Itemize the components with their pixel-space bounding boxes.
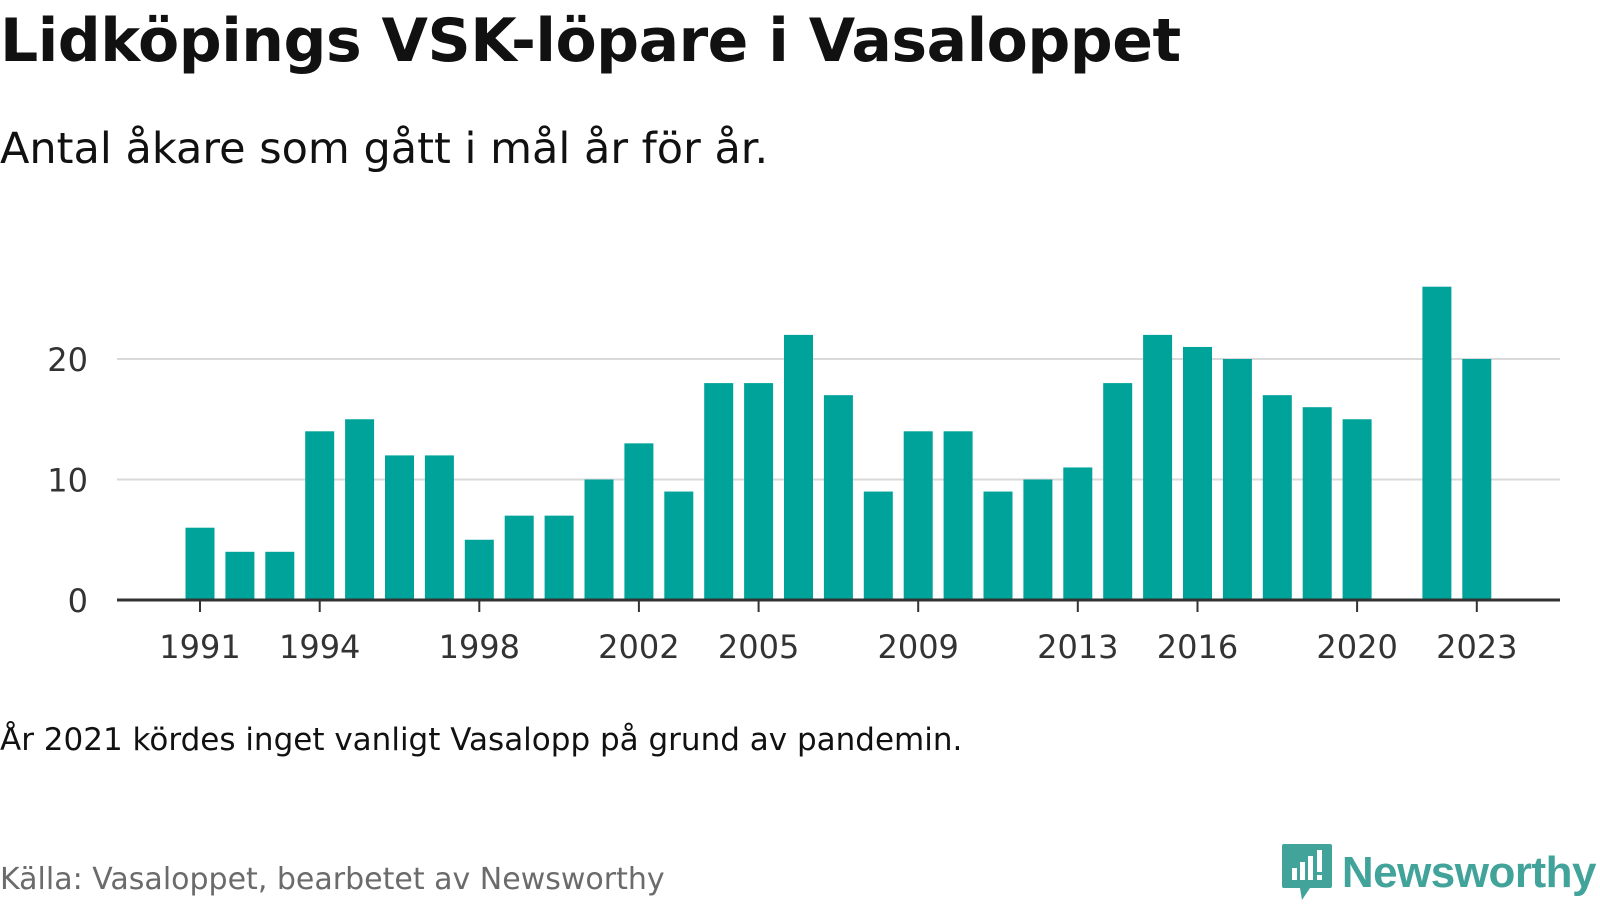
bar bbox=[544, 515, 574, 600]
source-credit: Källa: Vasaloppet, bearbetet av Newswort… bbox=[0, 862, 665, 897]
chart-subtitle: Antal åkare som gått i mål år för år. bbox=[0, 124, 769, 174]
x-tick-label: 2016 bbox=[1157, 628, 1238, 666]
bar bbox=[265, 551, 295, 600]
bar bbox=[903, 431, 933, 600]
bar bbox=[1222, 359, 1252, 600]
x-tick-label: 1994 bbox=[279, 628, 360, 666]
bar bbox=[225, 551, 255, 600]
bar bbox=[1023, 479, 1053, 600]
x-tick-label: 2009 bbox=[877, 628, 958, 666]
bar bbox=[185, 527, 215, 600]
bar bbox=[1462, 359, 1492, 600]
bar bbox=[863, 491, 893, 600]
bar bbox=[464, 539, 494, 600]
bar bbox=[744, 383, 774, 600]
chart-title: Lidköpings VSK-löpare i Vasaloppet bbox=[0, 6, 1181, 76]
bar bbox=[1183, 346, 1212, 600]
bar bbox=[823, 395, 853, 600]
bar bbox=[1422, 286, 1452, 600]
bar bbox=[943, 431, 973, 600]
bar bbox=[784, 334, 813, 600]
bar bbox=[664, 491, 694, 600]
x-tick-label: 2013 bbox=[1037, 628, 1118, 666]
bar bbox=[504, 515, 534, 600]
newsworthy-logo: Newsworthy bbox=[1280, 842, 1597, 904]
bar bbox=[1143, 334, 1173, 600]
bar bbox=[584, 479, 614, 600]
bar bbox=[1103, 383, 1133, 600]
bar bbox=[624, 443, 654, 600]
bar bbox=[1063, 467, 1093, 600]
bar bbox=[1262, 395, 1292, 600]
bar bbox=[345, 419, 375, 600]
x-tick-label: 1998 bbox=[439, 628, 520, 666]
bar bbox=[305, 431, 335, 600]
bar bbox=[1302, 407, 1332, 600]
x-tick-label: 2002 bbox=[598, 628, 679, 666]
chart-footnote: År 2021 kördes inget vanligt Vasalopp på… bbox=[0, 722, 963, 758]
bar bbox=[385, 455, 414, 600]
y-tick-label: 10 bbox=[47, 462, 88, 500]
x-tick-label: 2023 bbox=[1436, 628, 1517, 666]
newsworthy-chart-bubble-icon bbox=[1281, 844, 1332, 900]
x-tick-label: 2020 bbox=[1316, 628, 1397, 666]
x-tick-label: 1991 bbox=[159, 628, 240, 666]
y-tick-label: 20 bbox=[47, 341, 88, 379]
logo-wordmark: Newsworthy bbox=[1341, 848, 1597, 897]
bar bbox=[1342, 419, 1372, 600]
bar bbox=[983, 491, 1013, 600]
x-tick-label: 2005 bbox=[718, 628, 799, 666]
bar bbox=[704, 383, 734, 600]
bar bbox=[424, 455, 454, 600]
y-tick-label: 0 bbox=[68, 582, 88, 620]
